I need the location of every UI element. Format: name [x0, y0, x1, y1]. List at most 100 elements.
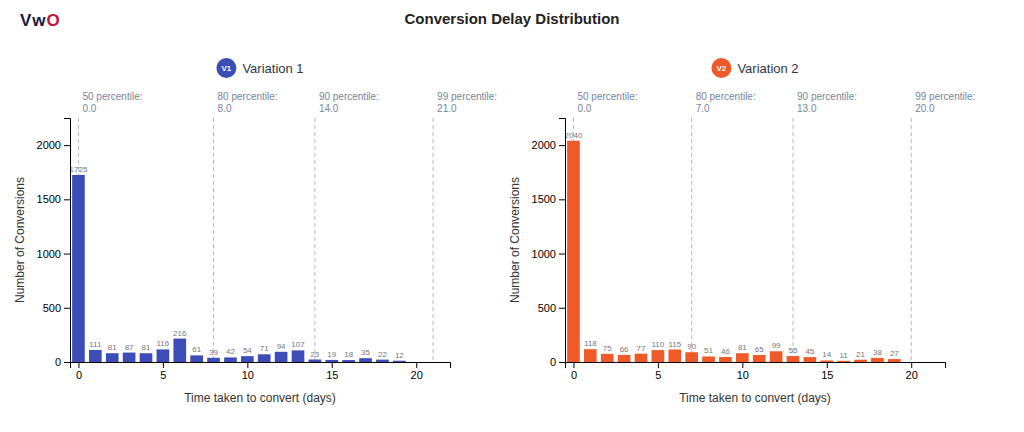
bar — [123, 353, 136, 362]
tick-mark — [64, 145, 70, 146]
bar — [567, 141, 580, 362]
x-axis-title: Time taken to convert (days) — [184, 391, 336, 405]
bar — [787, 356, 800, 362]
tick: 500 — [538, 302, 565, 314]
tick-label: 5 — [160, 369, 166, 381]
data-label: 27 — [890, 349, 899, 358]
percentile-label: 90 percentile:14.0 — [319, 91, 379, 114]
percentile-label: 80 percentile:8.0 — [218, 91, 278, 114]
tick-mark — [559, 362, 565, 363]
bar — [635, 354, 648, 362]
data-label: 35 — [361, 348, 370, 357]
data-label: 11 — [840, 351, 849, 360]
percentile-label: 50 percentile:0.0 — [82, 91, 142, 114]
tick-mark — [559, 308, 565, 309]
legend-badge — [216, 58, 236, 78]
data-label: 19 — [327, 350, 336, 359]
tick: 1000 — [37, 248, 70, 260]
x-axis-title: Time taken to convert (days) — [679, 391, 831, 405]
bar — [601, 354, 614, 362]
tick: 2000 — [532, 139, 565, 151]
y-axis-title: Number of Conversions — [13, 177, 27, 303]
data-label: 54 — [243, 346, 252, 355]
y-axis: 0500100015002000 — [37, 119, 71, 369]
tick-label: 2000 — [37, 139, 61, 151]
tick-mark — [332, 362, 333, 368]
percentile-label: 99 percentile:21.0 — [437, 91, 497, 114]
data-label: 216 — [173, 329, 187, 338]
tick: 5 — [160, 362, 166, 381]
tick-label: 0 — [550, 356, 556, 368]
tick-mark — [573, 362, 574, 368]
labels: 50 percentile:0.0 80 percentile:8.0 90 per… — [70, 91, 498, 360]
legend-badge-text: V2 — [717, 64, 727, 73]
chart-container: Conversion Delay DistributionVwO50 perce… — [0, 0, 1024, 432]
data-label: 39 — [209, 348, 218, 357]
tick: 0 — [55, 356, 70, 368]
tick-mark — [64, 362, 70, 363]
bar — [770, 351, 783, 362]
data-label: 118 — [584, 339, 597, 348]
bar — [275, 352, 288, 362]
tick-label: 20 — [411, 369, 423, 381]
percentile-line — [911, 118, 912, 362]
title: Conversion Delay Distribution — [404, 10, 619, 27]
bar — [871, 358, 884, 362]
bar — [719, 357, 732, 362]
data-label: 81 — [142, 343, 151, 352]
data-label: 90 — [687, 342, 696, 351]
data-label: 110 — [652, 340, 665, 349]
tick: 20 — [906, 362, 918, 381]
tick-mark — [559, 199, 565, 200]
bar — [584, 349, 597, 362]
y-axis: 0500100015002000 — [532, 119, 566, 369]
tick: 500 — [43, 302, 70, 314]
tick-mark — [559, 145, 565, 146]
legend: Variation 1V1 — [216, 58, 303, 78]
percentile-line — [691, 118, 692, 362]
tick: 5 — [655, 362, 661, 381]
bar — [736, 353, 749, 362]
bar — [89, 350, 102, 362]
percentile-label: 90 percentile:13.0 — [797, 91, 857, 114]
bar — [224, 357, 237, 362]
tick: 10 — [242, 362, 254, 381]
data-label: 12 — [395, 351, 404, 360]
bar — [837, 361, 850, 362]
plot-area — [72, 118, 433, 362]
bar — [854, 360, 867, 362]
bar — [342, 360, 355, 362]
tick-label: 20 — [906, 369, 918, 381]
bar — [888, 359, 901, 362]
percentile-line — [433, 118, 434, 362]
x-axis: 05101520 — [566, 362, 946, 381]
data-label: 51 — [704, 346, 713, 355]
axis-line — [71, 363, 451, 369]
tick-label: 0 — [76, 369, 82, 381]
percentile-label: 99 percentile:20.0 — [915, 91, 975, 114]
tick: 1500 — [532, 193, 565, 205]
tick-mark — [658, 362, 659, 368]
bar — [376, 360, 389, 362]
labels: 50 percentile:0.080 percentile:7.090 per… — [565, 91, 976, 360]
bar — [72, 175, 85, 362]
data-label: 45 — [805, 347, 814, 356]
bar — [140, 353, 153, 362]
logo-letter: w — [31, 11, 46, 30]
data-label: 115 — [668, 340, 681, 349]
bar — [820, 360, 833, 362]
data-label: 61 — [192, 345, 201, 354]
chart: 50 percentile:0.080 percentile:7.090 per… — [508, 58, 975, 405]
tick-mark — [911, 362, 912, 368]
tick-label: 10 — [242, 369, 254, 381]
tick-label: 5 — [655, 369, 661, 381]
tick: 2000 — [37, 139, 70, 151]
tick-label: 2000 — [532, 139, 556, 151]
data-label: 75 — [603, 344, 612, 353]
tick-mark — [64, 199, 70, 200]
bar — [668, 350, 681, 362]
tick-label: 1000 — [37, 248, 61, 260]
tick-label: 15 — [821, 369, 833, 381]
bar — [618, 355, 631, 362]
data-label: 87 — [125, 343, 134, 352]
